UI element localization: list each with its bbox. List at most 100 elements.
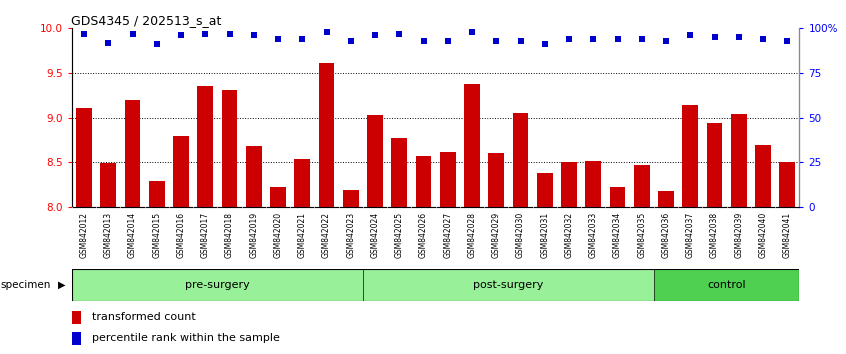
Text: GSM842013: GSM842013: [104, 212, 113, 258]
Point: [538, 41, 552, 47]
Text: GSM842029: GSM842029: [492, 212, 501, 258]
Bar: [76, 108, 92, 207]
Point: [490, 38, 503, 44]
Text: GSM842033: GSM842033: [589, 212, 598, 258]
Bar: [72, 269, 363, 301]
Point: [659, 38, 673, 44]
Bar: [392, 138, 407, 207]
Text: control: control: [707, 280, 746, 290]
Point: [611, 36, 624, 42]
Text: GSM842035: GSM842035: [637, 212, 646, 258]
Bar: [537, 173, 552, 207]
Text: GSM842027: GSM842027: [443, 212, 453, 258]
Bar: [706, 123, 722, 207]
Point: [514, 38, 527, 44]
Bar: [513, 113, 529, 207]
Bar: [246, 146, 261, 207]
Bar: [488, 154, 504, 207]
Text: GSM842017: GSM842017: [201, 212, 210, 258]
Bar: [367, 115, 383, 207]
Point: [781, 38, 794, 44]
Bar: [658, 191, 674, 207]
Bar: [585, 161, 602, 207]
Bar: [634, 165, 650, 207]
Bar: [755, 144, 771, 207]
Bar: [72, 332, 80, 345]
Text: GSM842025: GSM842025: [395, 212, 404, 258]
Point: [708, 34, 722, 40]
Point: [102, 40, 115, 45]
Point: [563, 36, 576, 42]
Bar: [149, 181, 165, 207]
Bar: [270, 187, 286, 207]
Bar: [683, 105, 698, 207]
Text: ▶: ▶: [58, 280, 65, 290]
Text: GSM842038: GSM842038: [710, 212, 719, 258]
Text: GSM842014: GSM842014: [128, 212, 137, 258]
Point: [635, 36, 649, 42]
Bar: [197, 86, 213, 207]
Text: GSM842012: GSM842012: [80, 212, 89, 258]
Point: [465, 29, 479, 35]
Text: GDS4345 / 202513_s_at: GDS4345 / 202513_s_at: [71, 14, 222, 27]
Text: GSM842026: GSM842026: [419, 212, 428, 258]
Bar: [731, 114, 747, 207]
Text: GSM842021: GSM842021: [298, 212, 307, 258]
Text: percentile rank within the sample: percentile rank within the sample: [91, 333, 279, 343]
Bar: [72, 311, 80, 324]
Point: [247, 33, 261, 38]
Text: transformed count: transformed count: [91, 312, 195, 322]
Point: [199, 31, 212, 36]
Text: GSM842034: GSM842034: [613, 212, 622, 258]
Text: GSM842015: GSM842015: [152, 212, 162, 258]
Text: pre-surgery: pre-surgery: [185, 280, 250, 290]
Text: GSM842039: GSM842039: [734, 212, 744, 258]
Point: [126, 31, 140, 36]
Text: GSM842028: GSM842028: [468, 212, 476, 258]
Text: GSM842032: GSM842032: [564, 212, 574, 258]
Bar: [294, 159, 310, 207]
Bar: [464, 84, 480, 207]
Bar: [440, 152, 456, 207]
Text: GSM842016: GSM842016: [177, 212, 185, 258]
Text: GSM842019: GSM842019: [250, 212, 258, 258]
Point: [368, 33, 382, 38]
Text: GSM842024: GSM842024: [371, 212, 380, 258]
Bar: [415, 156, 431, 207]
Bar: [363, 269, 654, 301]
Text: GSM842020: GSM842020: [273, 212, 283, 258]
Bar: [124, 100, 140, 207]
Bar: [779, 162, 795, 207]
Point: [417, 38, 431, 44]
Point: [320, 29, 333, 35]
Text: GSM842041: GSM842041: [783, 212, 792, 258]
Text: GSM842031: GSM842031: [541, 212, 549, 258]
Text: GSM842030: GSM842030: [516, 212, 525, 258]
Point: [222, 31, 236, 36]
Text: GSM842023: GSM842023: [346, 212, 355, 258]
Point: [393, 31, 406, 36]
Text: post-surgery: post-surgery: [473, 280, 544, 290]
Bar: [101, 163, 116, 207]
Text: GSM842037: GSM842037: [686, 212, 695, 258]
Text: specimen: specimen: [1, 280, 52, 290]
Bar: [343, 190, 359, 207]
Point: [732, 34, 745, 40]
Point: [272, 36, 285, 42]
Point: [586, 36, 600, 42]
Point: [684, 33, 697, 38]
Text: GSM842022: GSM842022: [322, 212, 331, 258]
Point: [344, 38, 358, 44]
Point: [295, 36, 309, 42]
Text: GSM842036: GSM842036: [662, 212, 671, 258]
Point: [77, 31, 91, 36]
Point: [441, 38, 454, 44]
Bar: [654, 269, 799, 301]
Point: [756, 36, 770, 42]
Bar: [610, 187, 625, 207]
Bar: [222, 90, 238, 207]
Point: [174, 33, 188, 38]
Bar: [319, 63, 334, 207]
Bar: [173, 137, 189, 207]
Bar: [561, 161, 577, 207]
